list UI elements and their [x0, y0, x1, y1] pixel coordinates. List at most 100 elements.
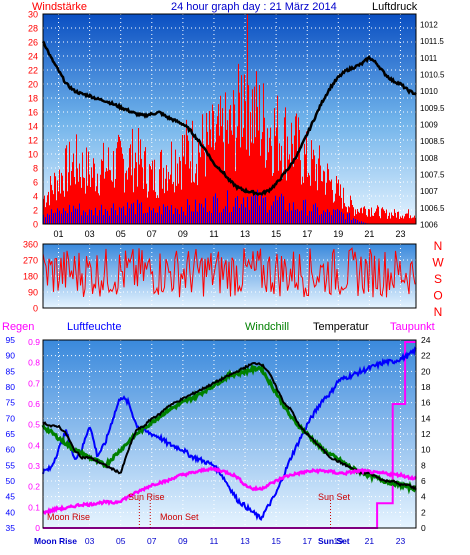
humidity-tick-label: 70 — [6, 413, 16, 423]
rain-tick-label: 0.9 — [28, 337, 40, 347]
humidity-tick-label: 55 — [6, 460, 16, 470]
humidity-tick-label: 90 — [6, 351, 16, 361]
temperature-tick-label: 12 — [421, 429, 431, 439]
compass-letter: O — [433, 289, 442, 303]
label-temperatur: Temperatur — [313, 321, 369, 333]
left-axis-title-windstaerke: Windstärke — [32, 1, 87, 13]
label-taupunkt: Taupunkt — [390, 321, 435, 333]
right-tick-label: 1012 — [420, 21, 438, 30]
direction-left-ticks: 0 90 180 270 360 — [23, 240, 38, 314]
left-tick-label: 26 — [28, 38, 38, 48]
right-tick-label: 1008 — [420, 154, 438, 163]
temperature-tick-label: 14 — [421, 413, 431, 423]
hour-tick-label: 11 — [209, 229, 218, 239]
temperature-tick-label: 22 — [421, 351, 431, 361]
hour-tick-label: 03 — [85, 229, 95, 239]
humidity-tick-label: 60 — [6, 445, 16, 455]
temperature-tick-label: 18 — [421, 382, 431, 392]
humidity-tick-label: 75 — [6, 398, 16, 408]
compass-letter: N — [434, 305, 443, 319]
humidity-tick-label: 40 — [6, 507, 16, 517]
humidity-tick-label: 45 — [6, 492, 16, 502]
humidity-tick-label: 95 — [6, 335, 16, 345]
left-tick-label: 10 — [28, 150, 38, 160]
left-tick-label: 8 — [33, 164, 38, 174]
hour-tick-label: 13 — [240, 536, 250, 546]
bottom-sun-set-label: Sun Set — [318, 536, 350, 546]
direction-tick-label: 360 — [23, 240, 38, 250]
wind-series — [43, 189, 370, 224]
humidity-tick-label: 80 — [6, 382, 16, 392]
left-tick-label: 20 — [28, 80, 38, 90]
right-tick-label: 1009.5 — [420, 104, 445, 113]
graph-title: 24 hour graph day : 21 März 2014 — [171, 1, 337, 13]
pressure-line — [41, 40, 417, 197]
rain-tick-label: 0.3 — [28, 461, 40, 471]
rain-tick-label: 0.6 — [28, 399, 40, 409]
hour-tick-label: 07 — [147, 229, 157, 239]
hour-tick-label: 21 — [365, 536, 375, 546]
right-tick-label: 1010.5 — [420, 71, 445, 80]
hour-tick-label: 19 — [334, 536, 344, 546]
temperature-tick-label: 20 — [421, 366, 431, 376]
annotation-moon-set: Moon Set — [160, 512, 199, 522]
hour-tick-label: 09 — [178, 229, 188, 239]
left-tick-label: 4 — [33, 192, 38, 202]
hour-tick-label: 15 — [271, 229, 281, 239]
left-tick-label: 0 — [33, 220, 38, 230]
rain-tick-label: 0.4 — [28, 440, 40, 450]
hour-tick-label: 01 — [54, 229, 64, 239]
humidity-tick-label: 50 — [6, 476, 16, 486]
left-tick-label: 18 — [28, 94, 38, 104]
top-right-axis-ticks: 1006 1006.5 1007 1007.5 1008 1008.5 1009 1009.5… — [420, 21, 445, 230]
left-tick-label: 14 — [28, 122, 38, 132]
left-tick-label: 6 — [33, 178, 38, 188]
right-tick-label: 1010 — [420, 87, 438, 96]
rain-tick-label: 0.2 — [28, 482, 40, 492]
right-tick-label: 1007 — [420, 187, 438, 196]
bottom-hour-ticks: 03 05 07 09 11 13 15 17 19 21 23 — [85, 536, 406, 546]
right-tick-label: 1011 — [420, 54, 438, 63]
compass-letter: N — [434, 239, 443, 253]
label-regen: Regen — [2, 321, 34, 333]
temperature-tick-label: 2 — [421, 507, 426, 517]
temperature-tick-label: 6 — [421, 476, 426, 486]
left-tick-label: 16 — [28, 108, 38, 118]
direction-tick-label: 0 — [33, 304, 38, 314]
hour-tick-label: 07 — [147, 536, 157, 546]
humidity-axis-ticks: 35 40 45 50 55 60 65 70 75 80 85 90 95 — [6, 335, 16, 533]
rain-tick-label: 0.1 — [28, 502, 40, 512]
right-tick-label: 1011.5 — [420, 37, 444, 46]
hour-tick-label: 23 — [396, 536, 406, 546]
hour-tick-label: 03 — [85, 536, 95, 546]
temperature-tick-label: 8 — [421, 460, 426, 470]
annotation-sun-rise: Sun Rise — [128, 492, 165, 502]
left-tick-label: 2 — [33, 206, 38, 216]
rain-tick-label: 0 — [35, 523, 40, 533]
left-tick-label: 22 — [28, 66, 38, 76]
temperature-tick-label: 16 — [421, 398, 431, 408]
right-tick-label: 1007.5 — [420, 171, 445, 180]
left-tick-label: 28 — [28, 24, 38, 34]
hour-tick-label: 13 — [240, 229, 250, 239]
right-tick-label: 1006.5 — [420, 204, 445, 213]
hour-tick-label: 11 — [210, 536, 219, 546]
top-hour-ticks: 01 03 05 07 09 11 13 15 17 19 21 23 — [54, 229, 406, 239]
right-tick-label: 1008.5 — [420, 137, 445, 146]
right-tick-label: 1006 — [420, 221, 438, 230]
temperature-tick-label: 0 — [421, 523, 426, 533]
hour-tick-label: 17 — [302, 229, 312, 239]
hour-tick-label: 21 — [364, 229, 374, 239]
right-axis-title-luftdruck: Luftdruck — [372, 1, 418, 13]
annotation-moon-rise: Moon Rise — [47, 512, 90, 522]
left-tick-label: 24 — [28, 52, 38, 62]
direction-tick-label: 90 — [28, 288, 38, 298]
rain-tick-label: 0.8 — [28, 358, 40, 368]
bottom-panel-grid — [43, 340, 416, 528]
sun-moon-markers — [138, 498, 332, 528]
humidity-line — [42, 346, 417, 522]
